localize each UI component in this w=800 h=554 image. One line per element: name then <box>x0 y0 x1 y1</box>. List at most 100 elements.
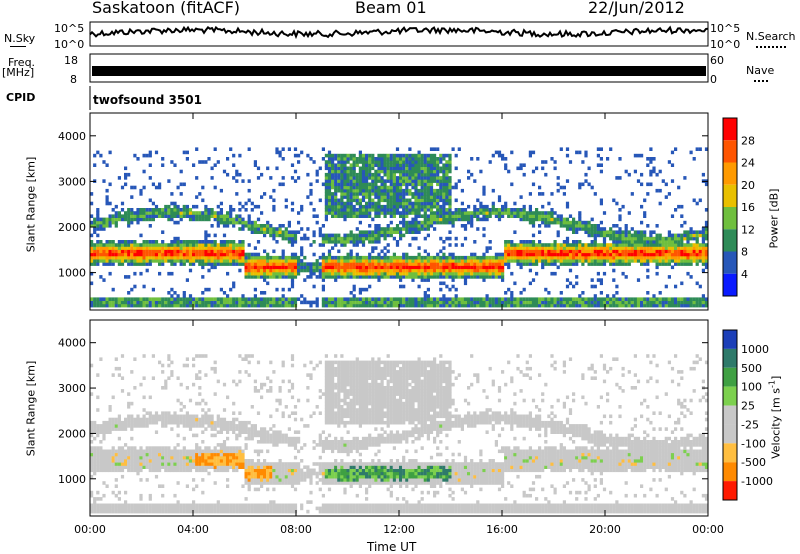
heatmap-cell <box>667 249 671 254</box>
heatmap-cell <box>161 424 165 428</box>
heatmap-cell <box>188 509 193 514</box>
heatmap-cell <box>457 303 461 308</box>
heatmap-cell <box>664 243 668 247</box>
heatmap-cell <box>405 192 409 196</box>
heatmap-cell <box>266 281 270 286</box>
heatmap-cell <box>522 252 526 257</box>
heatmap-cell <box>173 506 177 511</box>
heatmap-cell <box>201 468 205 473</box>
heatmap-cell <box>355 172 359 177</box>
heatmap-cell <box>408 259 412 263</box>
heatmap-cell <box>575 220 579 225</box>
heatmap-cell <box>408 204 412 209</box>
heatmap-cell <box>670 297 675 301</box>
heatmap-cell <box>565 255 570 260</box>
heatmap-cell <box>436 303 440 308</box>
heatmap-cell <box>210 297 214 301</box>
heatmap-cell <box>136 506 140 511</box>
heatmap-cell <box>361 195 366 199</box>
heatmap-cell <box>340 192 344 196</box>
heatmap-cell <box>204 420 208 425</box>
heatmap-cell <box>148 414 152 419</box>
heatmap-cell <box>179 452 183 457</box>
heatmap-cell <box>108 252 112 257</box>
heatmap-cell <box>448 230 452 234</box>
heatmap-cell <box>331 172 335 177</box>
heatmap-cell <box>130 449 134 454</box>
heatmap-cell <box>219 208 223 212</box>
heatmap-cell <box>198 386 202 390</box>
heatmap-cell <box>544 303 548 308</box>
heatmap-cell <box>198 303 202 308</box>
heatmap-cell <box>386 271 390 276</box>
heatmap-cell <box>686 252 690 257</box>
nsky-panel <box>89 21 709 47</box>
heatmap-cell <box>433 259 437 263</box>
heatmap-cell <box>213 360 217 365</box>
heatmap-cell <box>343 188 347 193</box>
heatmap-cell <box>414 195 418 199</box>
heatmap-cell <box>389 182 393 187</box>
heatmap-cell <box>127 459 131 463</box>
heatmap-cell <box>108 224 112 228</box>
heatmap-cell <box>445 259 449 263</box>
heatmap-cell <box>389 233 393 238</box>
heatmap-cell <box>188 252 193 257</box>
heatmap-cell <box>327 259 332 263</box>
heatmap-cell <box>365 185 369 190</box>
heatmap-cell <box>386 201 390 206</box>
heatmap-cell <box>133 455 137 460</box>
heatmap-cell <box>572 262 576 266</box>
heatmap-cell <box>287 255 291 260</box>
heatmap-cell <box>701 303 705 308</box>
heatmap-cell <box>565 259 570 263</box>
heatmap-cell <box>182 300 186 305</box>
heatmap-cell <box>587 243 591 247</box>
heatmap-cell <box>352 176 356 180</box>
heatmap-cell <box>192 478 196 482</box>
heatmap-cell <box>188 300 193 305</box>
heatmap-cell <box>417 160 421 164</box>
heatmap-cell <box>383 262 387 266</box>
heatmap-cell <box>136 503 140 508</box>
heatmap-cell <box>528 220 532 225</box>
heatmap-cell <box>99 217 103 222</box>
heatmap-cell <box>467 271 471 276</box>
heatmap-cell <box>272 249 276 254</box>
heatmap-cell <box>655 271 659 276</box>
heatmap-cell <box>565 252 570 257</box>
heatmap-cell <box>439 198 443 203</box>
heatmap-cell <box>420 182 424 187</box>
heatmap-cell <box>235 214 239 218</box>
heatmap-cell <box>99 465 103 469</box>
heatmap-cell <box>161 297 165 301</box>
heatmap-cell <box>423 217 427 222</box>
heatmap-cell <box>269 265 273 270</box>
heatmap-cell <box>120 509 125 514</box>
heatmap-cell <box>473 255 477 260</box>
heatmap-cell <box>355 268 359 273</box>
heatmap-cell <box>698 249 702 254</box>
heatmap-cell <box>358 236 362 241</box>
heatmap-cell <box>621 271 625 276</box>
heatmap-cell <box>451 271 455 276</box>
heatmap-cell <box>457 208 461 212</box>
heatmap-cell <box>599 297 603 301</box>
heatmap-cell <box>188 246 193 250</box>
heatmap-cell <box>553 262 557 266</box>
heatmap-cell <box>655 255 659 260</box>
heatmap-cell <box>541 243 545 247</box>
heatmap-cell <box>479 169 483 174</box>
heatmap-cell <box>655 224 659 228</box>
heatmap-cell <box>139 459 143 463</box>
heatmap-cell <box>315 268 319 273</box>
heatmap-cell <box>235 243 239 247</box>
heatmap-cell <box>627 240 631 244</box>
heatmap-cell <box>541 259 545 263</box>
heatmap-cell <box>185 363 189 368</box>
heatmap-cell <box>124 275 128 279</box>
heatmap-cell <box>559 262 563 266</box>
heatmap-cell <box>562 192 566 196</box>
heatmap-cell <box>386 259 390 263</box>
heatmap-cell <box>423 236 427 241</box>
